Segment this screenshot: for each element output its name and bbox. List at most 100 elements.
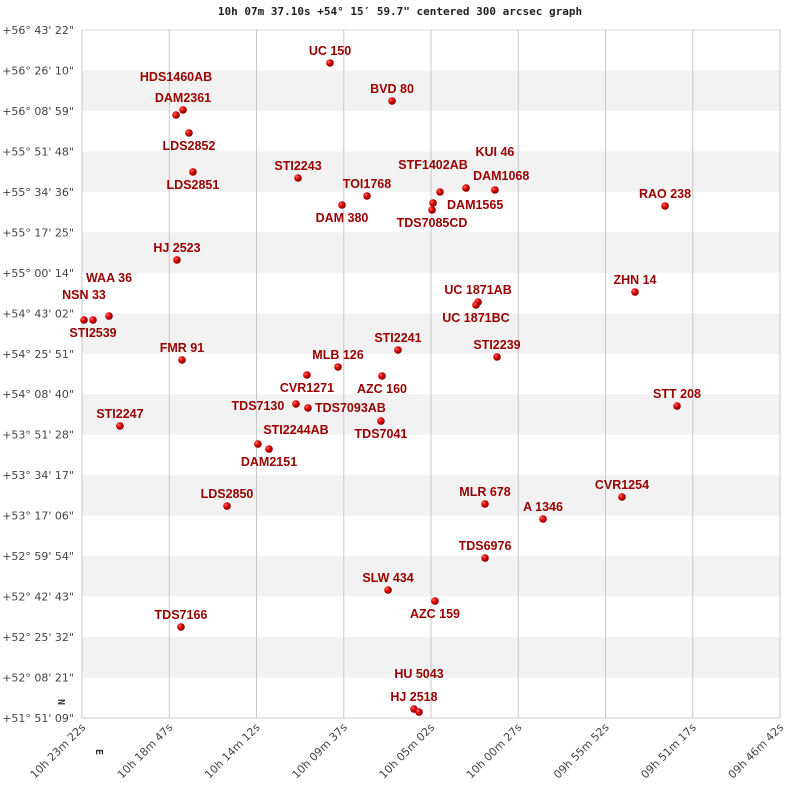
star-point[interactable]	[89, 316, 97, 324]
star-point[interactable]	[394, 346, 402, 354]
star-point[interactable]	[436, 188, 444, 196]
star-point[interactable]	[472, 301, 480, 309]
star-label: LDS2851	[167, 178, 220, 192]
star-point[interactable]	[415, 708, 423, 716]
star-label: STI2243	[274, 159, 321, 173]
star-label: CVR1271	[280, 381, 334, 395]
star-point[interactable]	[491, 186, 499, 194]
y-tick-label: +54° 08' 40"	[2, 388, 74, 401]
star-point[interactable]	[428, 206, 436, 214]
star-point[interactable]	[179, 106, 187, 114]
star-label: STI2539	[69, 326, 116, 340]
grid-lines	[81, 29, 781, 719]
star-label: STI2244AB	[263, 423, 328, 437]
star-label: HDS1460AB	[140, 70, 212, 84]
star-point[interactable]	[254, 440, 262, 448]
star-label: AZC 159	[410, 607, 460, 621]
star-label: A 1346	[523, 500, 563, 514]
star-label: TDS7166	[155, 608, 208, 622]
star-point[interactable]	[326, 59, 334, 67]
star-label: ZHN 14	[613, 273, 656, 287]
star-label: CVR1254	[595, 478, 649, 492]
x-axis-ticks: 10h 23m 22s 10h 18m 47s 10h 14m 12s 10h 09m…	[28, 721, 787, 782]
star-label: KUI 46	[475, 145, 514, 159]
y-tick-label: +52° 42' 43"	[2, 591, 74, 604]
star-point[interactable]	[661, 202, 669, 210]
star-label: DAM 380	[316, 211, 369, 225]
star-point[interactable]	[173, 256, 181, 264]
star-point[interactable]	[429, 199, 437, 207]
y-tick-label: +51° 51' 09"	[2, 712, 74, 725]
star-point[interactable]	[172, 111, 180, 119]
star-label: AZC 160	[357, 382, 407, 396]
star-point[interactable]	[377, 417, 385, 425]
y-tick-label: +55° 17' 25"	[2, 226, 74, 239]
star-label: HU 5043	[394, 667, 443, 681]
star-label: UC 150	[309, 44, 351, 58]
star-label: MLB 126	[312, 348, 363, 362]
y-tick-label: +55° 34' 36"	[2, 186, 74, 199]
star-label: LDS2850	[201, 487, 254, 501]
star-point[interactable]	[539, 515, 547, 523]
star-label: DAM2361	[155, 91, 211, 105]
y-tick-label: +55° 51' 48"	[2, 145, 74, 158]
star-point[interactable]	[378, 372, 386, 380]
y-tick-label: +56° 08' 59"	[2, 105, 74, 118]
star-point[interactable]	[294, 174, 302, 182]
star-point[interactable]	[363, 192, 371, 200]
star-points	[80, 59, 681, 716]
y-tick-label: +53° 17' 06"	[2, 510, 74, 523]
star-label: WAA 36	[86, 271, 132, 285]
star-label: LDS2852	[163, 139, 216, 153]
star-point[interactable]	[338, 201, 346, 209]
x-tick-label: 10h 09m 37s	[289, 721, 350, 782]
star-point[interactable]	[303, 371, 311, 379]
star-point[interactable]	[116, 422, 124, 430]
y-tick-label: +52° 59' 54"	[2, 550, 74, 563]
y-tick-label: +54° 43' 02"	[2, 307, 74, 320]
star-point[interactable]	[431, 597, 439, 605]
star-label: UC 1871BC	[442, 311, 509, 325]
star-point[interactable]	[265, 445, 273, 453]
star-point[interactable]	[178, 356, 186, 364]
x-tick-label: 10h 05m 02s	[377, 721, 438, 782]
star-label: DAM1068	[473, 169, 529, 183]
star-label: TDS6976	[459, 539, 512, 553]
star-label: MLR 678	[459, 485, 510, 499]
x-tick-label: 09h 51m 17s	[638, 721, 699, 782]
star-point[interactable]	[177, 623, 185, 631]
star-point[interactable]	[388, 97, 396, 105]
star-point[interactable]	[292, 400, 300, 408]
star-point[interactable]	[673, 402, 681, 410]
star-label: TDS7041	[355, 427, 408, 441]
x-tick-label: 10h 00m 27s	[464, 721, 525, 782]
star-point[interactable]	[304, 404, 312, 412]
y-tick-label: +55° 00' 14"	[2, 267, 74, 280]
star-label: STI2239	[473, 338, 520, 352]
star-label: UC 1871AB	[444, 283, 511, 297]
star-point[interactable]	[384, 586, 392, 594]
y-tick-label: +56° 26' 10"	[2, 64, 74, 77]
star-point[interactable]	[481, 554, 489, 562]
star-point[interactable]	[105, 312, 113, 320]
y-tick-label: +53° 51' 28"	[2, 429, 74, 442]
star-point[interactable]	[80, 316, 88, 324]
star-point[interactable]	[462, 184, 470, 192]
star-label: STI2241	[374, 331, 421, 345]
star-point[interactable]	[631, 288, 639, 296]
x-tick-label: 10h 23m 22s	[28, 721, 89, 782]
y-tick-label: +54° 25' 51"	[2, 348, 74, 361]
star-point[interactable]	[189, 168, 197, 176]
star-point[interactable]	[334, 363, 342, 371]
star-point[interactable]	[223, 502, 231, 510]
y-axis-ticks: +56° 43' 22" +56° 26' 10" +56° 08' 59" +55°…	[2, 24, 74, 725]
star-label: TDS7085CD	[397, 216, 468, 230]
x-tick-label: 09h 46m 42s	[726, 721, 787, 782]
star-point[interactable]	[493, 353, 501, 361]
compass: N E	[55, 699, 104, 755]
y-tick-label: +52° 08' 21"	[2, 672, 74, 685]
star-point[interactable]	[185, 129, 193, 137]
star-point[interactable]	[481, 500, 489, 508]
star-point[interactable]	[618, 493, 626, 501]
